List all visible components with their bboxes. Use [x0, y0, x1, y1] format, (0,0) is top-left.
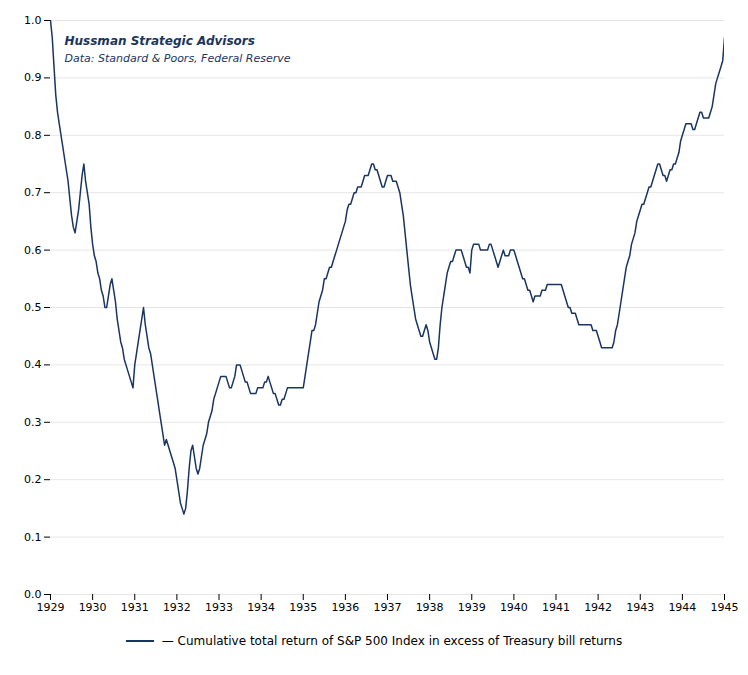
html-text:— Cumulative total return of S: — Cumulative total return of S&P 500 Ind… — [161, 634, 623, 648]
svg-text:0.8: 0.8 — [24, 129, 42, 142]
svg-text:0.1: 0.1 — [24, 531, 42, 544]
svg-text:1933: 1933 — [205, 601, 233, 614]
svg-text:1935: 1935 — [289, 601, 317, 614]
svg-text:1934: 1934 — [247, 601, 275, 614]
svg-text:1936: 1936 — [331, 601, 359, 614]
svg-text:1938: 1938 — [416, 601, 444, 614]
svg-text:1930: 1930 — [79, 601, 107, 614]
svg-text:0.9: 0.9 — [24, 71, 42, 84]
svg-text:Hussman Strategic Advisors: Hussman Strategic Advisors — [65, 34, 255, 48]
svg-text:1940: 1940 — [500, 601, 528, 614]
svg-text:1937: 1937 — [374, 601, 402, 614]
svg-text:1931: 1931 — [121, 601, 149, 614]
svg-text:1929: 1929 — [37, 601, 65, 614]
svg-text:0.7: 0.7 — [24, 186, 42, 199]
svg-text:0.4: 0.4 — [24, 358, 42, 371]
svg-text:1932: 1932 — [163, 601, 191, 614]
svg-text:0.3: 0.3 — [24, 416, 42, 429]
svg-text:1945: 1945 — [711, 601, 739, 614]
svg-text:0.2: 0.2 — [24, 473, 42, 486]
svg-text:0.0: 0.0 — [24, 588, 42, 601]
svg-text:1941: 1941 — [542, 601, 570, 614]
svg-text:1944: 1944 — [668, 601, 696, 614]
svg-text:1.0: 1.0 — [24, 14, 42, 27]
svg-text:1943: 1943 — [626, 601, 654, 614]
svg-text:Data: Standard & Poors, Federa: Data: Standard & Poors, Federal Reserve — [65, 52, 291, 65]
svg-text:0.5: 0.5 — [24, 301, 42, 314]
svg-text:1939: 1939 — [458, 601, 486, 614]
svg-text:0.6: 0.6 — [24, 244, 42, 257]
svg-text:1942: 1942 — [584, 601, 612, 614]
